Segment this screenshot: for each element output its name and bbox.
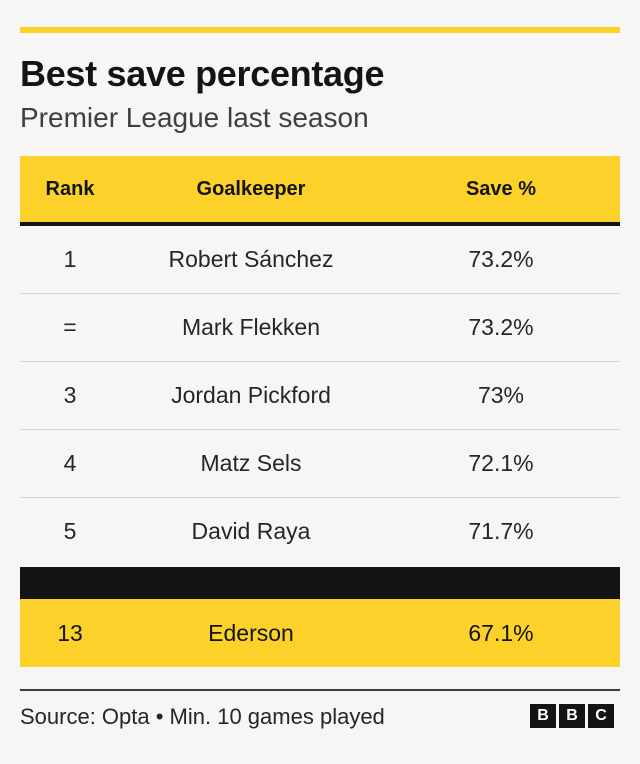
bbc-logo: B B C bbox=[530, 704, 614, 728]
highlighted-row: 13 Ederson 67.1% bbox=[20, 599, 620, 667]
header-save-percent: Save % bbox=[465, 177, 537, 200]
footer-divider bbox=[20, 689, 620, 691]
save-percent-cell: 73% bbox=[477, 382, 525, 408]
page-title: Best save percentage bbox=[20, 53, 385, 94]
goalkeeper-cell: David Raya bbox=[191, 518, 311, 544]
save-percent-cell: 71.7% bbox=[468, 518, 534, 544]
table-row: 5 David Raya 71.7% bbox=[20, 498, 620, 565]
table-row: = Mark Flekken 73.2% bbox=[20, 294, 620, 362]
logo-letter: B bbox=[530, 704, 556, 728]
page-subtitle: Premier League last season bbox=[20, 102, 369, 133]
goalkeeper-cell: Mark Flekken bbox=[181, 314, 321, 340]
table-header: Rank Goalkeeper Save % bbox=[20, 156, 620, 226]
rank-cell: 13 bbox=[57, 619, 83, 646]
rank-cell: 4 bbox=[63, 450, 77, 476]
rank-cell: = bbox=[63, 314, 77, 340]
logo-letter: C bbox=[588, 704, 614, 728]
save-percentage-table: Rank Goalkeeper Save % 1 Robert Sánchez … bbox=[20, 156, 620, 667]
goalkeeper-cell: Robert Sánchez bbox=[168, 246, 334, 272]
header-goalkeeper: Goalkeeper bbox=[196, 177, 306, 200]
table-row: 4 Matz Sels 72.1% bbox=[20, 430, 620, 498]
table-row: 1 Robert Sánchez 73.2% bbox=[20, 226, 620, 294]
rank-cell: 3 bbox=[63, 382, 77, 408]
goalkeeper-cell: Jordan Pickford bbox=[171, 382, 331, 408]
header-rank: Rank bbox=[45, 177, 95, 200]
goalkeeper-cell: Ederson bbox=[208, 619, 294, 646]
save-percent-cell: 72.1% bbox=[468, 450, 534, 476]
table-row: 3 Jordan Pickford 73% bbox=[20, 362, 620, 430]
goalkeeper-cell: Matz Sels bbox=[200, 450, 302, 476]
divider-band bbox=[20, 567, 620, 599]
accent-bar bbox=[20, 27, 620, 33]
save-percent-cell: 73.2% bbox=[468, 314, 534, 340]
save-percent-cell: 73.2% bbox=[468, 246, 534, 272]
source-note: Source: Opta • Min. 10 games played bbox=[20, 704, 385, 729]
logo-letter: B bbox=[559, 704, 585, 728]
rank-cell: 1 bbox=[63, 246, 77, 272]
save-percent-cell: 67.1% bbox=[468, 619, 534, 646]
rank-cell: 5 bbox=[63, 518, 77, 544]
